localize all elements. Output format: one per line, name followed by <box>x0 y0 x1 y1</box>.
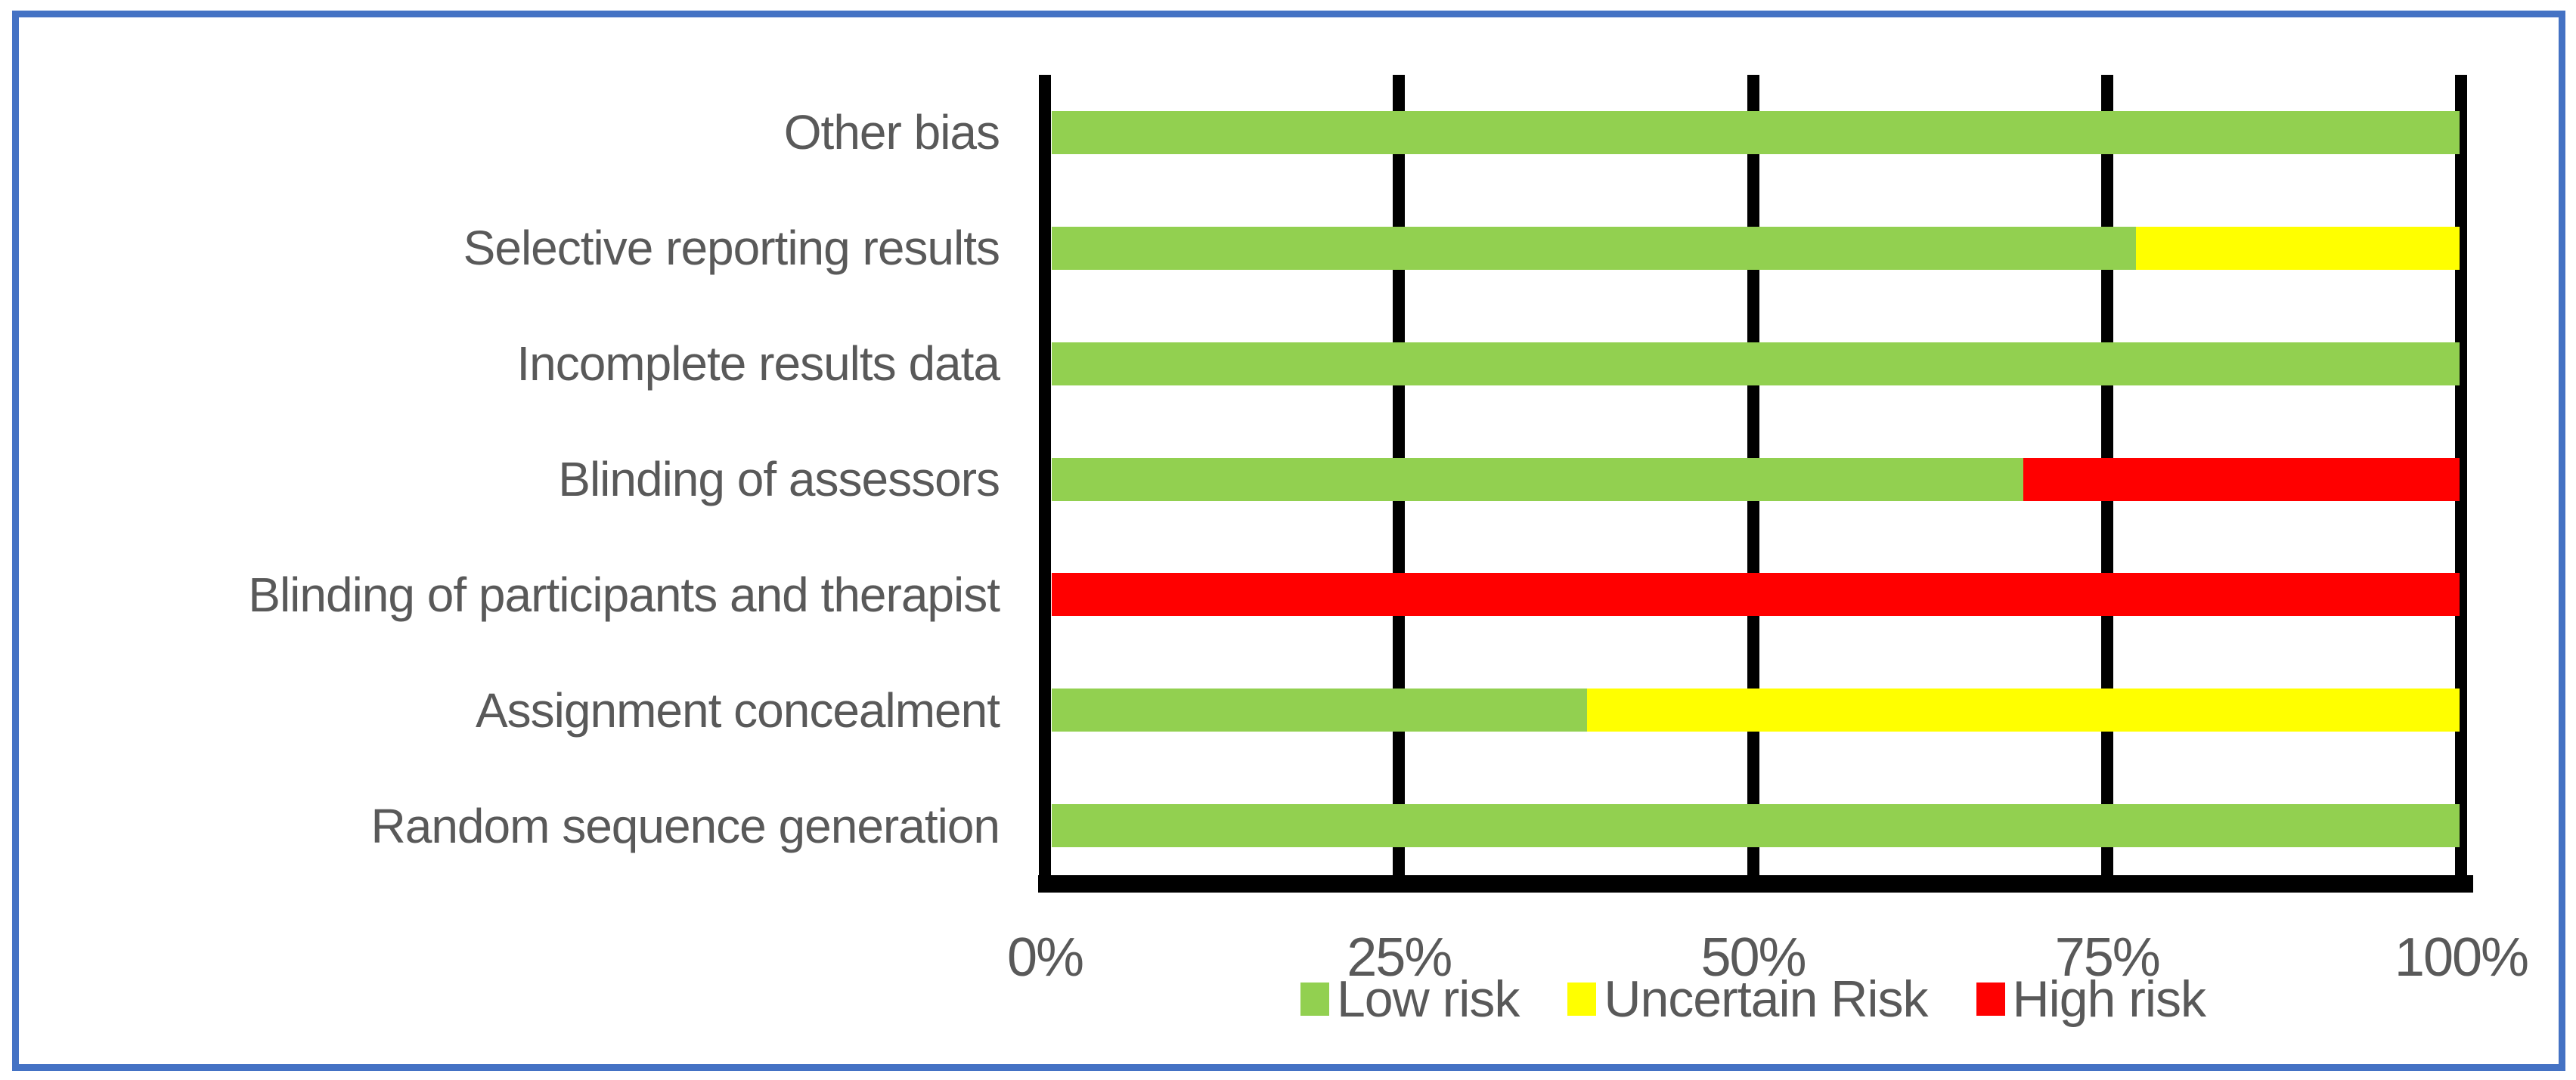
x-tick-label: 25% <box>1347 927 1452 988</box>
x-axis-line <box>1038 875 2473 893</box>
bar-segment-high-risk <box>1052 573 2460 617</box>
category-label: Random sequence generation <box>370 798 1001 853</box>
category-label: Blinding of assessors <box>558 452 1000 506</box>
category-label: Blinding of participants and therapist <box>248 567 1000 622</box>
bar-segment-uncertain-risk <box>2135 226 2460 270</box>
legend: Low risk Uncertain Risk High risk <box>1045 970 2461 1028</box>
category-label: Assignment concealment <box>475 682 1000 738</box>
legend-item-low-risk: Low risk <box>1300 970 1520 1029</box>
x-tick-label: 0% <box>1006 927 1084 988</box>
x-tick-label: 50% <box>1700 927 1806 988</box>
legend-label: Uncertain Risk <box>1604 970 1928 1028</box>
bar-segment-high-risk <box>2023 457 2460 501</box>
bar-segment-low-risk <box>1052 226 2136 270</box>
category-label: Selective reporting results <box>463 221 1000 276</box>
legend-swatch <box>1976 983 2005 1016</box>
legend-swatch <box>1567 983 1597 1016</box>
bar-segment-low-risk <box>1052 689 1587 732</box>
gridline-0pct <box>1039 75 1051 893</box>
x-tick-label: 75% <box>2054 927 2161 988</box>
legend-swatch <box>1300 983 1329 1016</box>
legend-label: Low risk <box>1336 970 1520 1028</box>
bar-segment-uncertain-risk <box>1586 689 2460 732</box>
legend-item-high-risk: High risk <box>1976 970 2206 1029</box>
gridline-100pct <box>2455 75 2467 893</box>
bar-segment-low-risk <box>1052 804 2460 848</box>
bar-segment-low-risk <box>1052 457 2023 501</box>
legend-label: High risk <box>2012 970 2206 1028</box>
legend-item-uncertain-risk: Uncertain Risk <box>1567 970 1929 1029</box>
category-label: Incomplete results data <box>516 336 1000 391</box>
bar-segment-low-risk <box>1052 110 2460 154</box>
chart-outer-frame <box>12 11 2565 1071</box>
category-label: Other bias <box>783 105 1000 160</box>
x-tick-label: 100% <box>2394 927 2529 988</box>
bar-segment-low-risk <box>1052 342 2460 385</box>
